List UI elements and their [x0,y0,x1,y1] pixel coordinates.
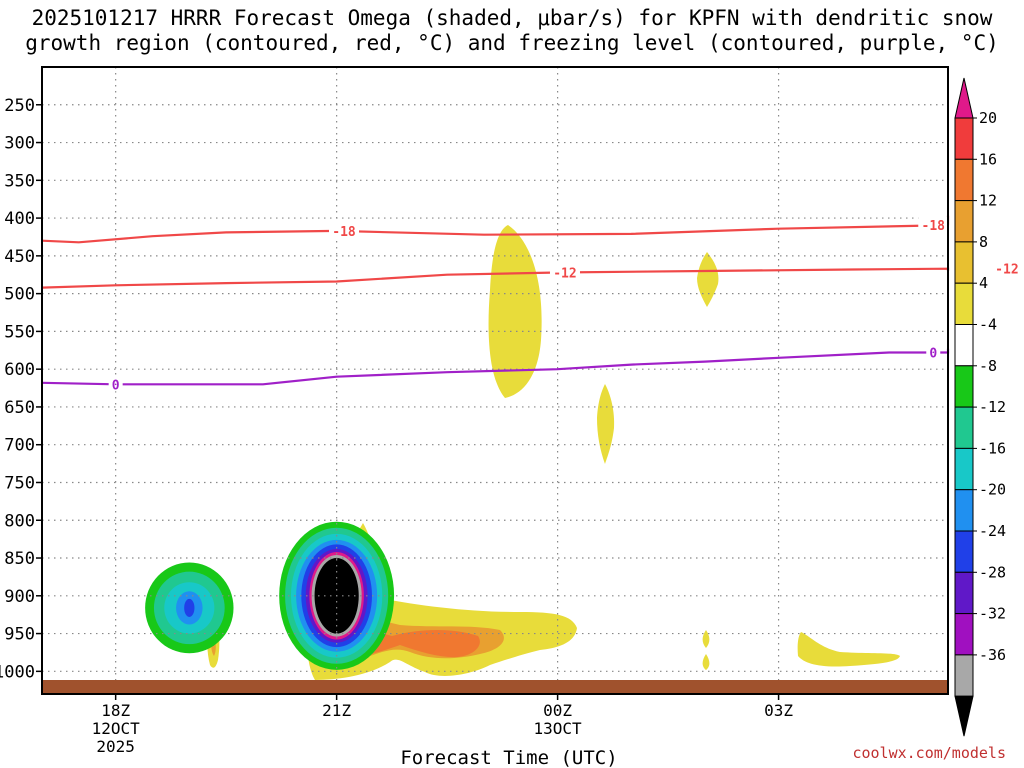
colorbar-label-11: -28 [979,563,1006,581]
descent-region-02z [488,225,542,398]
y-tick-label-500: 500 [4,285,35,305]
x-tick-label-18Z: 18Z [101,701,130,720]
colorbar-swatch-5 [954,282,974,326]
contour-label-5: 0 [929,347,937,362]
colorbar-label-7: -12 [979,398,1006,416]
colorbar-label-4: 4 [979,274,988,292]
colorbar-swatch-9 [954,447,974,491]
y-tick-label-900: 900 [4,587,35,607]
colorbar-swatch-14 [954,654,974,697]
colorbar-swatch-7 [954,365,974,408]
x-tick-label-21Z: 21Z [322,701,351,720]
colorbar-swatch-10 [954,489,974,532]
descent-region-08z [797,632,900,667]
contour-dgz-minus-18 [41,215,950,244]
colorbar-swatch-2 [954,158,974,202]
colorbar-label-0: 20 [979,109,997,127]
colorbar-swatch-11 [954,530,974,573]
colorbar-swatch-6 [954,324,974,367]
colorbar-label-10: -24 [979,522,1006,540]
chart-title: 2025101217 HRRR Forecast Omega (shaded, … [0,6,1024,56]
contour-label-bg-2 [549,264,580,280]
y-tick-label-750: 750 [4,473,35,493]
x-tick-label-00Z: 00Z [543,701,572,720]
contour-label-bg-5 [926,344,941,360]
contour-label-1: -18 [922,219,946,234]
colorbar-label-8: -16 [979,439,1006,457]
colorbar-swatch-bottom [954,695,974,737]
contour-label-bg-3 [991,260,1022,276]
colorbar-label-1: 16 [979,150,997,168]
x-axis-label: Forecast Time (UTC) [400,747,617,768]
colorbar-label-2: 12 [979,192,997,210]
colorbar-swatch-8 [954,406,974,449]
plot-frame [41,66,949,695]
colorbar-label-13: -36 [979,646,1006,664]
y-tick-label-350: 350 [4,171,35,191]
y-tick-label-700: 700 [4,436,35,456]
y-tick-label-550: 550 [4,322,35,342]
contour-label-bg-1 [918,216,949,232]
site-credit: coolwx.com/models [852,744,1006,762]
colorbar-label-9: -20 [979,481,1006,499]
descent-region-06z-upper [697,252,719,307]
rise-core-19z-ring-4 [184,598,195,617]
colorbar-swatch-3 [954,200,974,243]
x-tick-label-2025: 2025 [96,737,135,756]
y-tick-label-800: 800 [4,511,35,531]
y-tick-label-1000: 1000 [0,662,35,682]
colorbar-swatch-13 [954,613,974,656]
contour-label-0: -18 [332,225,356,240]
contour-label-4: 0 [112,378,120,393]
y-tick-label-950: 950 [4,625,35,645]
contour-label-bg-4 [108,376,123,392]
colorbar-swatch-12 [954,571,974,615]
y-tick-label-600: 600 [4,360,35,380]
x-tick-label-12OCT: 12OCT [92,719,141,738]
surface-terrain-bar [42,680,948,694]
y-tick-label-400: 400 [4,209,35,229]
colorbar-swatch-top [954,77,974,119]
y-tick-label-300: 300 [4,134,35,154]
colorbar: 20 16 12 8 4 -4 -8 -12 -16 -20 -24 -28 -32 -36 [954,77,1006,737]
chart-title-line-2: growth region (contoured, red, °C) and f… [25,31,999,55]
grid-lines [42,67,948,694]
colorbar-label-3: 8 [979,233,988,251]
x-tick-label-13OCT: 13OCT [534,719,583,738]
y-tick-label-650: 650 [4,398,35,418]
colorbar-label-6: -8 [979,357,997,375]
descent-region-06z-lower [702,630,710,670]
contour-label-2: -12 [553,266,576,281]
y-tick-label-450: 450 [4,247,35,267]
colorbar-swatch-1 [954,117,974,160]
chart-title-line-1: 2025101217 HRRR Forecast Omega (shaded, … [31,6,993,30]
contour-label-bg-0 [329,222,359,238]
y-tick-label-250: 250 [4,96,35,116]
colorbar-label-5: -4 [979,316,997,334]
x-tick-label-03Z: 03Z [764,701,793,720]
colorbar-swatch-4 [954,241,974,284]
y-tick-label-850: 850 [4,549,35,569]
y-axis: 250 300 350 400 450 500 550 600 650 700 750 800 850 9… [0,96,42,682]
omega-rise-cores [145,521,395,670]
colorbar-label-12: -32 [979,605,1006,623]
descent-region-04z [597,384,615,464]
contour-label-3: -12 [995,263,1018,278]
